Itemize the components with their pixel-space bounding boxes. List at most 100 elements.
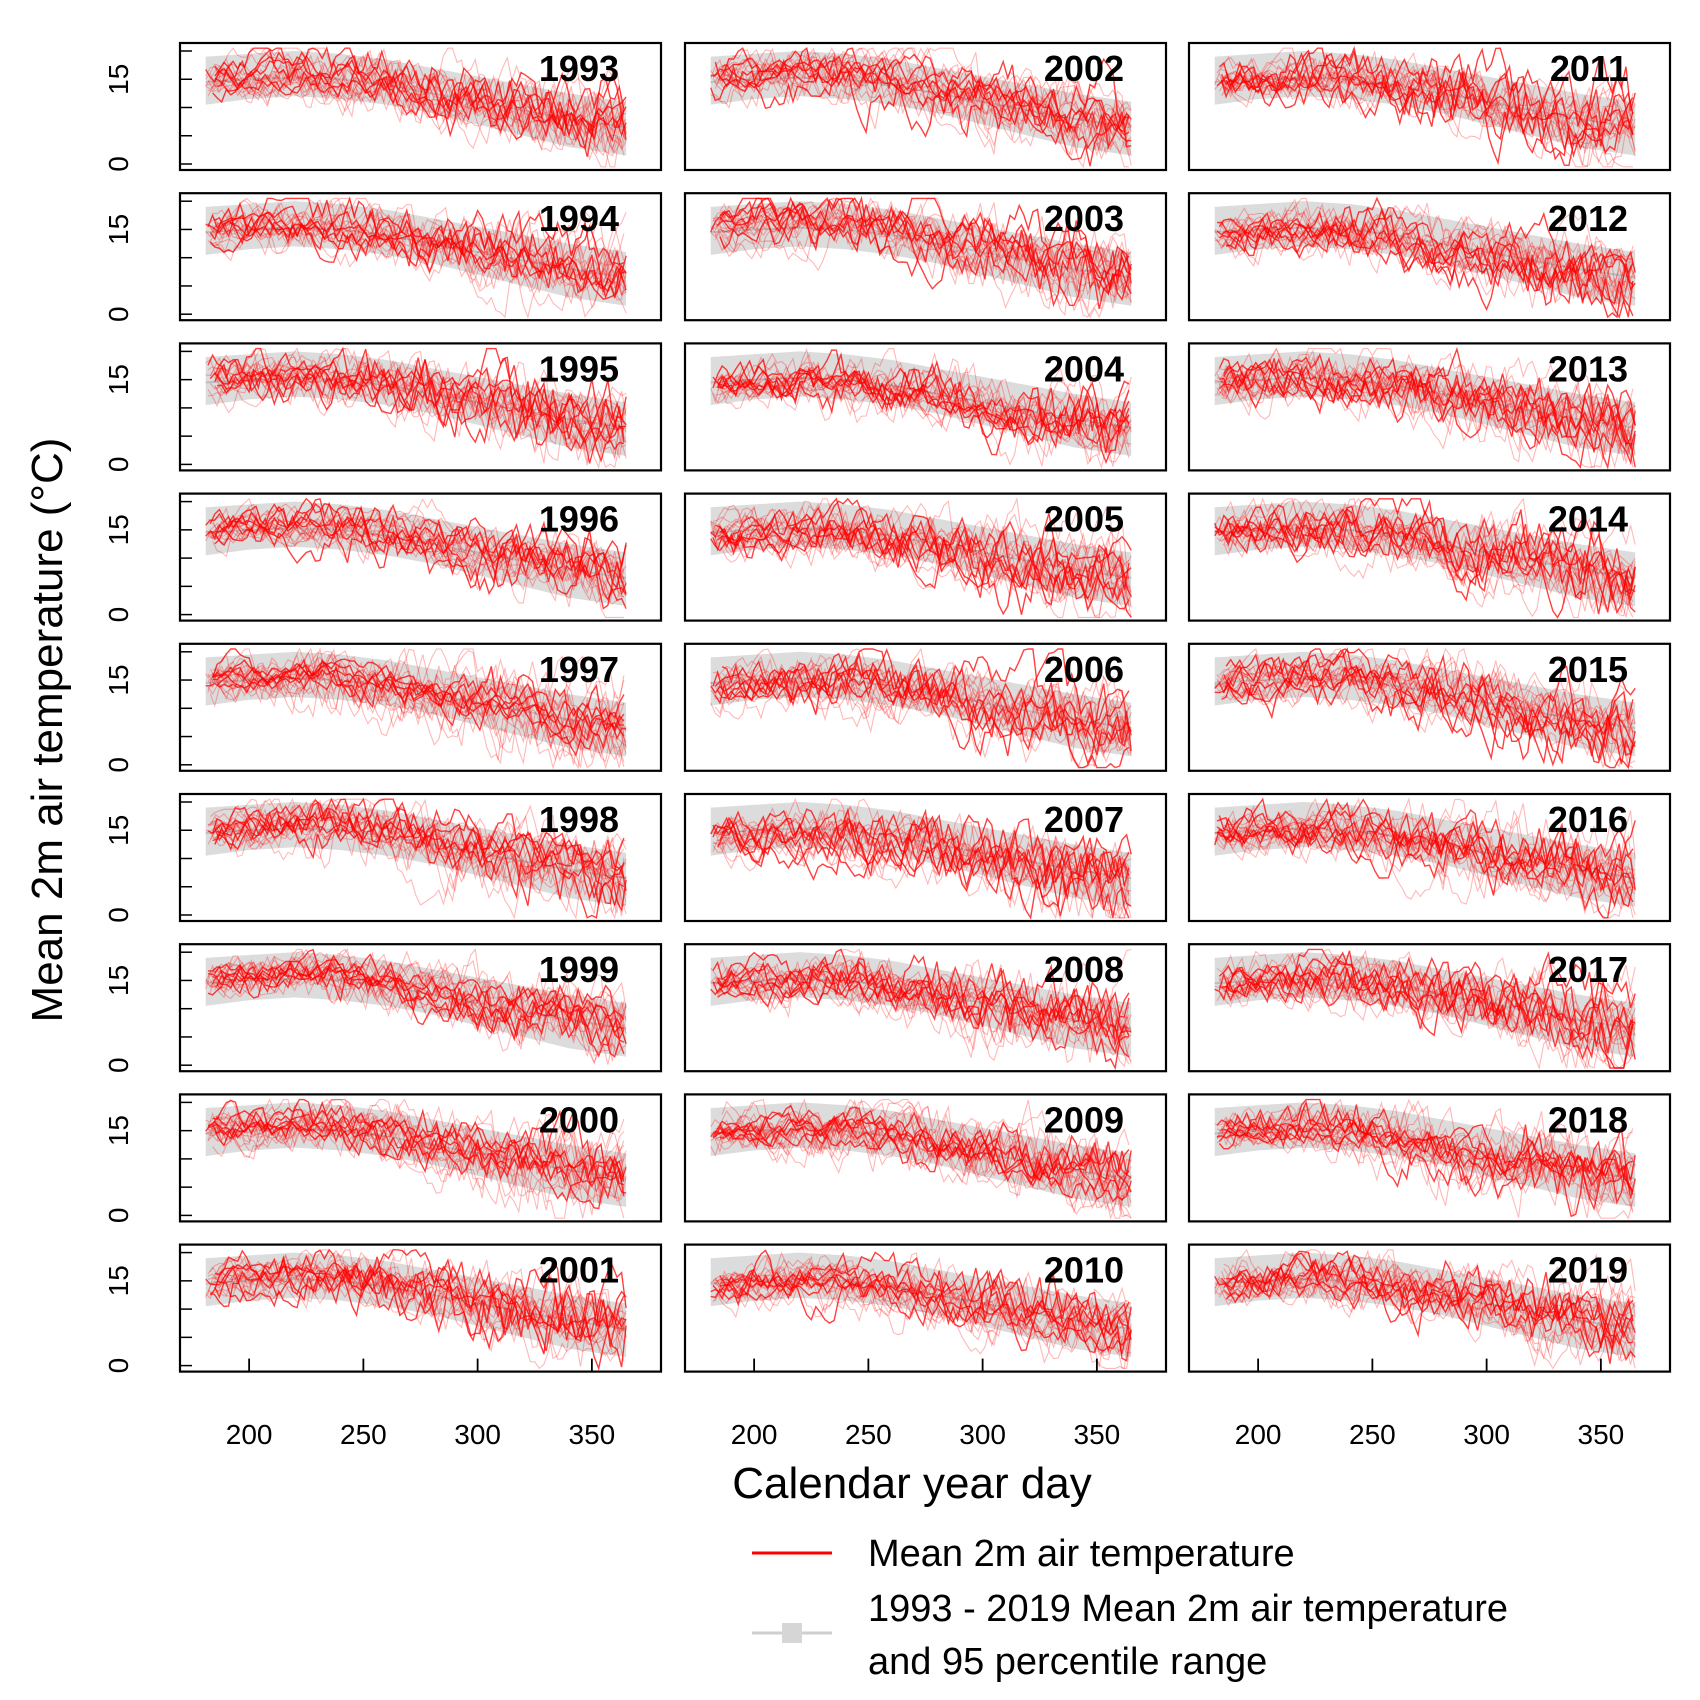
temperature-series-line <box>207 1098 625 1219</box>
temperature-series-line <box>217 818 625 886</box>
panel-year-label: 2007 <box>1044 799 1124 840</box>
temperature-series-line <box>211 1113 625 1186</box>
temperature-series-line <box>712 815 1130 919</box>
temperature-series-line <box>209 213 627 303</box>
panel-2007: 2007 <box>683 792 1168 923</box>
panel-year-label: 2018 <box>1548 1099 1628 1140</box>
temperature-series-line <box>1218 801 1636 892</box>
panel-year-label: 2001 <box>539 1250 619 1291</box>
panel-frame <box>683 1243 1168 1373</box>
temperature-series-line <box>216 509 625 591</box>
temperature-series-line <box>1223 60 1636 140</box>
temperature-series-line <box>1225 797 1634 918</box>
temperature-series-line <box>209 502 627 609</box>
temperature-series-line <box>205 1100 627 1177</box>
panel-plot-area <box>710 1097 1132 1221</box>
panel-plot-area <box>1214 797 1636 919</box>
temperature-series-line <box>1225 1263 1634 1332</box>
temperature-series-line <box>214 661 627 755</box>
temperature-series-line <box>209 958 627 1035</box>
temperature-series-line <box>209 218 627 300</box>
temperature-series-line <box>1216 666 1634 748</box>
temperature-series-line <box>1223 810 1636 893</box>
panel-2016: 2016 <box>1187 792 1672 923</box>
temperature-series-line <box>715 508 1132 601</box>
panel-year-label: 2004 <box>1044 348 1124 389</box>
temperature-series-line <box>214 76 627 128</box>
temperature-series-line <box>214 1249 627 1371</box>
temperature-series-line <box>719 967 1132 1056</box>
temperature-series-line <box>719 1120 1132 1203</box>
temperature-series-line <box>717 529 1130 610</box>
temperature-series-line <box>1219 803 1636 902</box>
temperature-series-line <box>712 47 1129 169</box>
temperature-series-line <box>714 1098 1132 1219</box>
temperature-series-line <box>1216 959 1634 1070</box>
temperature-series-line <box>1221 347 1634 451</box>
temperature-series-line <box>717 1257 1130 1353</box>
temperature-series-line <box>1218 961 1636 1050</box>
panel-plot-area <box>205 46 627 168</box>
temperature-series-line <box>717 827 1130 901</box>
temperature-series-line <box>214 798 627 913</box>
temperature-series-line <box>214 518 627 605</box>
temperature-series-line <box>1221 203 1634 317</box>
panel-year-label: 2013 <box>1548 348 1628 389</box>
temperature-series-line <box>712 813 1130 904</box>
temperature-series-line <box>719 815 1132 906</box>
temperature-series-line <box>714 1255 1132 1368</box>
temperature-series-line <box>1221 363 1634 453</box>
temperature-series-line <box>712 208 1130 294</box>
temperature-series-line <box>721 648 1130 765</box>
temperature-series-line <box>721 1097 1130 1219</box>
temperature-series-line <box>1216 1100 1634 1204</box>
temperature-series-line <box>214 366 627 448</box>
temperature-series-line <box>719 49 1132 146</box>
temperature-series-line <box>1216 1117 1634 1200</box>
temperature-series-line <box>1221 501 1634 608</box>
panel-year-label: 2005 <box>1044 499 1124 540</box>
temperature-series-line <box>714 373 1132 452</box>
temperature-series-line <box>1225 1265 1634 1343</box>
temperature-series-line <box>1221 352 1634 468</box>
temperature-series-line <box>712 671 1130 745</box>
y-tick-label: 0 <box>103 907 134 923</box>
temperature-series-line <box>207 199 625 296</box>
x-tick-label: 300 <box>1463 1419 1510 1450</box>
temperature-series-line <box>1214 51 1636 141</box>
panel-year-label: 2012 <box>1548 198 1628 239</box>
panel-2000: 2000 0 15 <box>103 1093 663 1223</box>
temperature-series-line <box>1223 513 1636 601</box>
temperature-series-line <box>721 511 1130 594</box>
temperature-series-line <box>212 64 625 154</box>
temperature-series-line <box>207 803 625 890</box>
temperature-series-line <box>712 1272 1130 1343</box>
temperature-series-line <box>717 1251 1130 1370</box>
panels-group: 1993 0 15 1994 0 15 1995 0 15 1996 0 15 1997 0 15 1998 0… <box>103 41 1672 1373</box>
panel-plot-area <box>1214 1098 1636 1220</box>
temperature-series-line <box>1223 1270 1636 1347</box>
temperature-series-line <box>216 55 625 145</box>
temperature-series-line <box>212 948 625 1043</box>
temperature-series-line <box>717 371 1130 436</box>
temperature-series-line <box>1216 797 1634 903</box>
temperature-series-line <box>207 652 625 765</box>
temperature-series-line <box>209 50 627 157</box>
panel-year-label: 2014 <box>1548 499 1628 540</box>
temperature-series-line <box>717 669 1130 743</box>
panel-plot-area <box>205 948 627 1066</box>
temperature-series-line <box>1225 646 1634 768</box>
panel-2001: 2001 0 15 <box>103 1243 663 1373</box>
temperature-series-line <box>1214 362 1636 438</box>
panel-year-label: 1998 <box>539 799 619 840</box>
temperature-series-line <box>721 819 1130 911</box>
temperature-series-line <box>712 797 1130 919</box>
temperature-series-line <box>710 214 1132 295</box>
temperature-series-line <box>205 816 627 886</box>
temperature-series-line <box>717 979 1130 1058</box>
temperature-series-line <box>715 521 1132 617</box>
temperature-series-line <box>1218 1100 1636 1218</box>
temperature-series-line <box>1214 1263 1636 1352</box>
y-tick-label: 0 <box>103 1057 134 1073</box>
temperature-series-line <box>207 1262 625 1332</box>
